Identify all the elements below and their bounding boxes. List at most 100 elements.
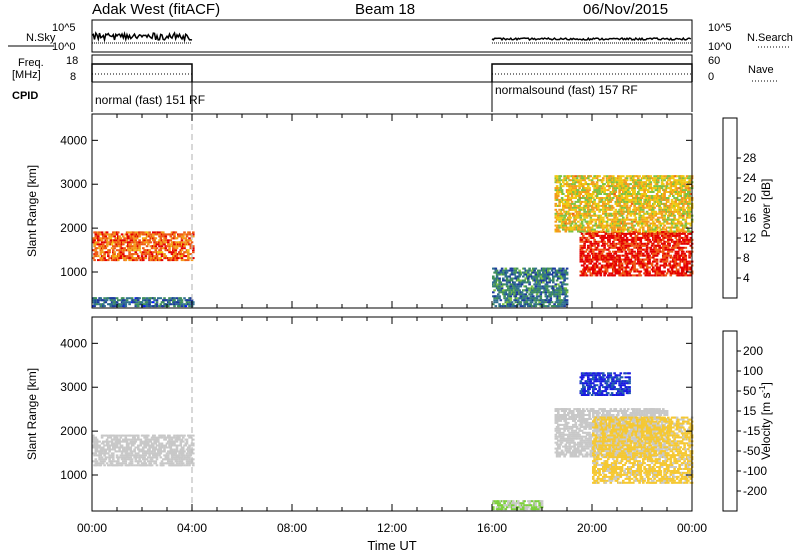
data-cell [138, 239, 141, 242]
data-cell [105, 462, 109, 465]
data-cell [595, 191, 599, 193]
data-cell [547, 267, 550, 270]
data-cell [667, 240, 670, 243]
data-cell [153, 299, 156, 302]
data-cell [682, 189, 685, 192]
data-cell [665, 181, 669, 184]
data-cell [559, 183, 563, 186]
nave-label: Nave [748, 64, 774, 76]
data-cell [618, 240, 621, 243]
data-cell [662, 197, 665, 199]
data-cell [97, 239, 100, 242]
data-cell [149, 305, 153, 308]
data-cell [527, 271, 530, 274]
data-cell [532, 295, 535, 298]
data-cell [613, 230, 616, 233]
data-cell [142, 259, 145, 262]
data-cell [657, 195, 660, 197]
data-cell [667, 200, 670, 203]
data-cell [614, 262, 618, 265]
data-cell [633, 242, 636, 245]
data-cell [685, 193, 689, 195]
data-cell [122, 454, 125, 457]
data-cell [142, 299, 145, 302]
data-cell [563, 275, 566, 278]
data-cell [550, 269, 554, 272]
data-cell [147, 442, 150, 445]
data-cell [640, 218, 644, 221]
data-cell [95, 460, 99, 463]
data-cell [558, 181, 561, 184]
data-cell [495, 295, 499, 298]
data-cell [653, 240, 656, 243]
noise-tick-high-right: 10^5 [708, 22, 732, 34]
data-cell [664, 202, 668, 205]
data-cell [689, 230, 693, 233]
data-cell [609, 175, 613, 178]
data-cell [143, 253, 146, 256]
data-cell [159, 243, 163, 246]
data-cell [167, 305, 170, 308]
data-cell [589, 218, 593, 221]
data-cell [685, 226, 689, 229]
data-cell [642, 204, 645, 207]
data-cell [647, 236, 650, 239]
data-cell [142, 452, 145, 455]
data-cell [643, 191, 646, 193]
data-cell [637, 224, 640, 227]
data-cell [187, 255, 190, 258]
data-cell [657, 252, 660, 255]
data-cell [547, 291, 550, 294]
y-tick-label: 2000 [60, 221, 87, 235]
data-cell [688, 195, 691, 197]
data-cell [528, 293, 531, 296]
data-cell [98, 245, 101, 248]
data-cell [527, 273, 530, 276]
data-cell [670, 198, 674, 201]
data-cell [680, 183, 684, 186]
y-tick-label: 3000 [60, 177, 87, 191]
data-cell [160, 255, 164, 258]
data-cell [599, 214, 603, 217]
data-cell [503, 297, 506, 300]
data-cell [142, 458, 145, 461]
data-cell [142, 251, 145, 254]
data-cell [604, 214, 608, 217]
data-cell [92, 434, 95, 437]
data-cell [100, 249, 104, 252]
data-cell [662, 183, 665, 186]
data-cell [594, 248, 598, 251]
data-cell [664, 208, 668, 211]
data-cell [635, 175, 639, 178]
data-cell [113, 235, 116, 238]
data-cell [603, 224, 606, 227]
data-cell [603, 274, 606, 277]
data-cell [633, 206, 636, 209]
data-cell [180, 241, 184, 244]
data-cell [499, 299, 503, 302]
data-cell [492, 275, 495, 278]
data-cell [552, 281, 555, 284]
data-cell [138, 450, 141, 453]
data-cell [605, 236, 609, 239]
data-cell [155, 233, 159, 236]
data-cell [145, 253, 149, 256]
data-cell [613, 242, 616, 245]
data-cell [607, 224, 610, 227]
data-cell [645, 218, 649, 221]
data-cell [175, 247, 179, 250]
data-cell [499, 269, 503, 272]
data-cell [517, 277, 520, 280]
data-cell [683, 242, 686, 245]
data-cell [95, 253, 99, 256]
data-cell [683, 232, 686, 235]
data-cell [645, 272, 649, 275]
data-cell [684, 246, 688, 249]
data-cell [600, 204, 604, 207]
data-cell [688, 212, 691, 215]
data-cell [680, 197, 684, 199]
data-cell [177, 301, 180, 304]
data-cell [687, 185, 690, 188]
data-cell [559, 275, 563, 278]
data-cell [640, 181, 644, 184]
